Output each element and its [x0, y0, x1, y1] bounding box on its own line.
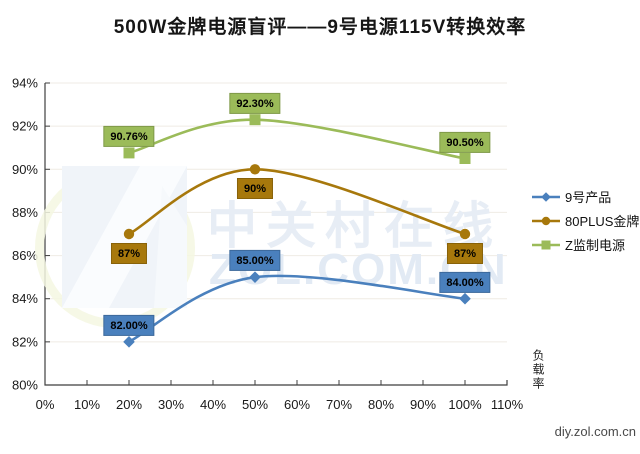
legend-item-series-2: 80PLUS金牌 [531, 214, 640, 229]
data-label: 82.00% [103, 314, 155, 336]
legend-item-series-1: 9号产品 [531, 190, 639, 205]
circle-marker [459, 228, 471, 240]
y-tick-label: 86% [12, 248, 38, 263]
x-tick-label: 110% [491, 397, 524, 412]
circle-marker [249, 164, 261, 175]
x-tick-label: 90% [410, 397, 436, 412]
data-label: 87% [110, 243, 148, 265]
y-tick-label: 90% [12, 162, 38, 177]
chart-title: 500W金牌电源盲评——9号电源115V转换效率 [113, 17, 527, 38]
data-label: 90.50% [439, 131, 491, 153]
legend-circle [541, 216, 551, 225]
legend-label-series-2: 80PLUS金牌 [565, 214, 640, 229]
data-label: 90% [236, 178, 274, 200]
legend-circle-marker-icon [532, 216, 560, 225]
y-tick-label: 92% [12, 119, 38, 134]
data-label: 87% [446, 243, 484, 265]
x-tick-label: 20% [116, 397, 142, 412]
x-tick-label: 30% [158, 397, 184, 412]
x-tick-label: 0% [36, 397, 55, 412]
site-watermark: diy.zol.com.cn [554, 424, 636, 439]
x-tick-label: 40% [200, 397, 226, 412]
y-tick-label: 82% [12, 334, 38, 349]
legend-item-series-3: Z监制电源 [531, 238, 639, 253]
legend-square [541, 240, 551, 249]
x-tick-label: 60% [284, 397, 310, 412]
x-tick-label: 100% [448, 397, 482, 412]
x-tick-label: 10% [74, 397, 100, 412]
y-tick-label: 80% [12, 378, 38, 393]
square-marker [459, 153, 471, 164]
square-marker [249, 114, 261, 126]
legend-square-marker-icon [532, 240, 560, 249]
legend-diamond-marker-icon [532, 191, 560, 202]
legend-diamond [541, 191, 551, 202]
x-tick-label: 50% [242, 397, 268, 412]
data-label: 85.00% [229, 250, 281, 272]
legend: 9号产品 80PLUS金牌 Z监制电源 [531, 190, 639, 262]
y-tick-label: 88% [12, 205, 38, 220]
data-label: 90.76% [103, 125, 155, 147]
y-tick-label: 84% [12, 291, 38, 306]
x-tick-label: 80% [368, 397, 394, 412]
x-tick-label: 70% [326, 397, 352, 412]
data-label: 84.00% [439, 271, 491, 293]
x-axis-title: 负载率 [531, 349, 545, 391]
diamond-marker [249, 271, 261, 283]
y-tick-label: 94% [12, 76, 38, 91]
data-label: 92.30% [229, 92, 281, 114]
diamond-marker [459, 292, 471, 305]
diamond-marker [123, 336, 135, 348]
legend-label-series-3: Z监制电源 [565, 238, 625, 253]
legend-label-series-1: 9号产品 [565, 190, 612, 205]
series-line-Z监制电源 [127, 118, 467, 160]
square-marker [123, 147, 135, 159]
